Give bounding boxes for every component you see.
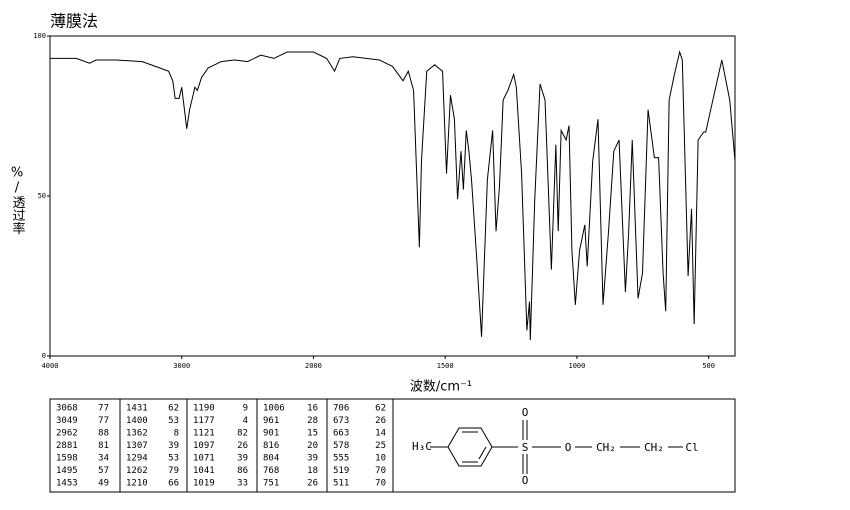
table-cell: 1294 bbox=[126, 454, 148, 464]
spectrum-line bbox=[50, 50, 736, 341]
table-cell: 82 bbox=[237, 429, 248, 439]
atom-label: Cl bbox=[685, 441, 698, 454]
table-cell: 1400 bbox=[126, 416, 148, 426]
table-cell: 49 bbox=[98, 479, 109, 489]
table-cell: 26 bbox=[237, 441, 248, 451]
table-cell: 79 bbox=[168, 466, 179, 476]
atom-label: O bbox=[522, 406, 529, 419]
x-tick-label: 1500 bbox=[437, 362, 454, 370]
x-tick-label: 500 bbox=[702, 362, 715, 370]
table-cell: 66 bbox=[168, 479, 179, 489]
table-cell: 1177 bbox=[193, 416, 215, 426]
table-cell: 673 bbox=[333, 416, 349, 426]
table-cell: 1097 bbox=[193, 441, 215, 451]
table-cell: 816 bbox=[263, 441, 279, 451]
plot-frame bbox=[49, 35, 736, 357]
x-axis-label: 波数/cm⁻¹ bbox=[410, 380, 472, 395]
table-cell: 15 bbox=[307, 429, 318, 439]
table-cell: 16 bbox=[307, 404, 318, 414]
table-cell: 28 bbox=[307, 416, 318, 426]
table-cell: 10 bbox=[375, 454, 386, 464]
table-cell: 14 bbox=[375, 429, 386, 439]
y-tick-label: 0 bbox=[42, 352, 46, 360]
table-cell: 1431 bbox=[126, 404, 148, 414]
table-cell: 1453 bbox=[56, 479, 78, 489]
table-cell: 1210 bbox=[126, 479, 148, 489]
y-tick-label: 100 bbox=[33, 32, 46, 40]
table-cell: 26 bbox=[307, 479, 318, 489]
table-cell: 9 bbox=[243, 404, 248, 414]
table-cell: 39 bbox=[307, 454, 318, 464]
table-cell: 751 bbox=[263, 479, 279, 489]
x-tick-label: 3000 bbox=[173, 362, 190, 370]
table-cell: 53 bbox=[168, 416, 179, 426]
table-cell: 26 bbox=[375, 416, 386, 426]
structure-bonds bbox=[430, 420, 683, 474]
table-cell: 2962 bbox=[56, 429, 78, 439]
x-tick-label: 2000 bbox=[305, 362, 322, 370]
table-cell: 70 bbox=[375, 466, 386, 476]
table-cell: 1071 bbox=[193, 454, 215, 464]
table-cell: 901 bbox=[263, 429, 279, 439]
table-cell: 1362 bbox=[126, 429, 148, 439]
table-dividers bbox=[119, 399, 394, 492]
table-cell: 77 bbox=[98, 416, 109, 426]
y-axis-label: %/透过率 bbox=[10, 166, 26, 235]
chart-title: 薄膜法 bbox=[50, 12, 98, 31]
table-cell: 1190 bbox=[193, 404, 215, 414]
table-cell: 1121 bbox=[193, 429, 215, 439]
table-cell: 53 bbox=[168, 454, 179, 464]
table-cell: 77 bbox=[98, 404, 109, 414]
atom-label: H₃C bbox=[412, 440, 432, 453]
table-cell: 519 bbox=[333, 466, 349, 476]
table-cell: 1019 bbox=[193, 479, 215, 489]
table-cell: 62 bbox=[375, 404, 386, 414]
table-cell: 1006 bbox=[263, 404, 285, 414]
table-cell: 578 bbox=[333, 441, 349, 451]
table-cell: 25 bbox=[375, 441, 386, 451]
table-cell: 62 bbox=[168, 404, 179, 414]
y-tick-label: 50 bbox=[38, 192, 46, 200]
table-cell: 2881 bbox=[56, 441, 78, 451]
table-cell: 1495 bbox=[56, 466, 78, 476]
atom-label: O bbox=[565, 441, 572, 454]
atom-label: CH₂ bbox=[644, 441, 664, 454]
table-cell: 18 bbox=[307, 466, 318, 476]
table-cell: 1262 bbox=[126, 466, 148, 476]
table-cell: 961 bbox=[263, 416, 279, 426]
table-cell: 3049 bbox=[56, 416, 78, 426]
table-cell: 33 bbox=[237, 479, 248, 489]
table-cell: 511 bbox=[333, 479, 349, 489]
table-cell: 804 bbox=[263, 454, 279, 464]
table-cell: 34 bbox=[98, 454, 109, 464]
table-cell: 70 bbox=[375, 479, 386, 489]
table-cell: 706 bbox=[333, 404, 349, 414]
table-cell: 39 bbox=[168, 441, 179, 451]
table-cell: 768 bbox=[263, 466, 279, 476]
table-cell: 8 bbox=[174, 429, 179, 439]
atom-label: CH₂ bbox=[596, 441, 616, 454]
table-cell: 88 bbox=[98, 429, 109, 439]
atom-label: O bbox=[522, 474, 529, 487]
table-cell: 1307 bbox=[126, 441, 148, 451]
table-cell: 3068 bbox=[56, 404, 78, 414]
table-cell: 1598 bbox=[56, 454, 78, 464]
table-cell: 4 bbox=[243, 416, 248, 426]
table-cell: 20 bbox=[307, 441, 318, 451]
atom-label: S bbox=[522, 441, 529, 454]
x-tick-label: 1000 bbox=[568, 362, 585, 370]
table-cell: 81 bbox=[98, 441, 109, 451]
x-tick-label: 4000 bbox=[42, 362, 59, 370]
table-cell: 663 bbox=[333, 429, 349, 439]
table-cell: 555 bbox=[333, 454, 349, 464]
table-cell: 39 bbox=[237, 454, 248, 464]
table-cell: 57 bbox=[98, 466, 109, 476]
table-cell: 1041 bbox=[193, 466, 215, 476]
table-cell: 86 bbox=[237, 466, 248, 476]
